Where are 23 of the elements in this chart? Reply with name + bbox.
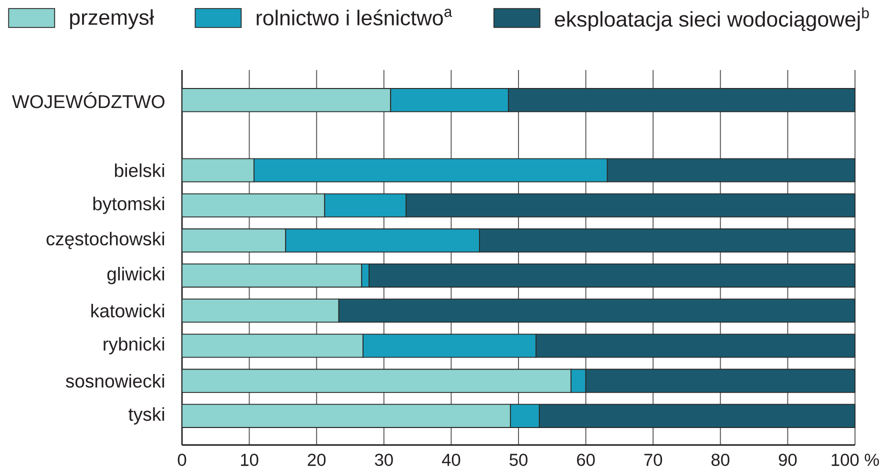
legend-label: rolnictwo i leśnictwo$^{a}$ (256, 8, 452, 26)
y-tick-label: katowicki (91, 304, 164, 318)
y-tick-label: bielski (114, 163, 164, 178)
y-tick-label: sosnowiecki (66, 374, 164, 388)
legend-label: eksploatacja sieci wodociągowej$^{b}$ (554, 7, 869, 32)
x-tick-label: 100 % (832, 454, 879, 466)
y-tick-label: WOJEWÓDZTWO (12, 92, 164, 108)
x-tick-label: 0 (178, 454, 186, 466)
legend-label: przemysł (70, 9, 154, 30)
y-tick-label: rybnicki (104, 337, 164, 354)
x-tick-label: 80 (712, 454, 730, 466)
x-tick-label: 30 (374, 454, 393, 466)
x-tick-label: 70 (644, 454, 662, 466)
y-tick-label: częstochowski (46, 232, 164, 250)
x-tick-label: 60 (577, 454, 595, 466)
x-tick-label: 10 (240, 454, 258, 466)
y-tick-label: bytomski (93, 196, 164, 214)
y-tick-label: gliwicki (107, 266, 164, 284)
x-tick-label: 20 (308, 454, 326, 466)
y-tick-label: tyski (128, 407, 164, 425)
x-tick-label: 50 (510, 454, 528, 466)
x-tick-label: 90 (778, 454, 797, 466)
x-tick-label: 40 (442, 454, 460, 466)
